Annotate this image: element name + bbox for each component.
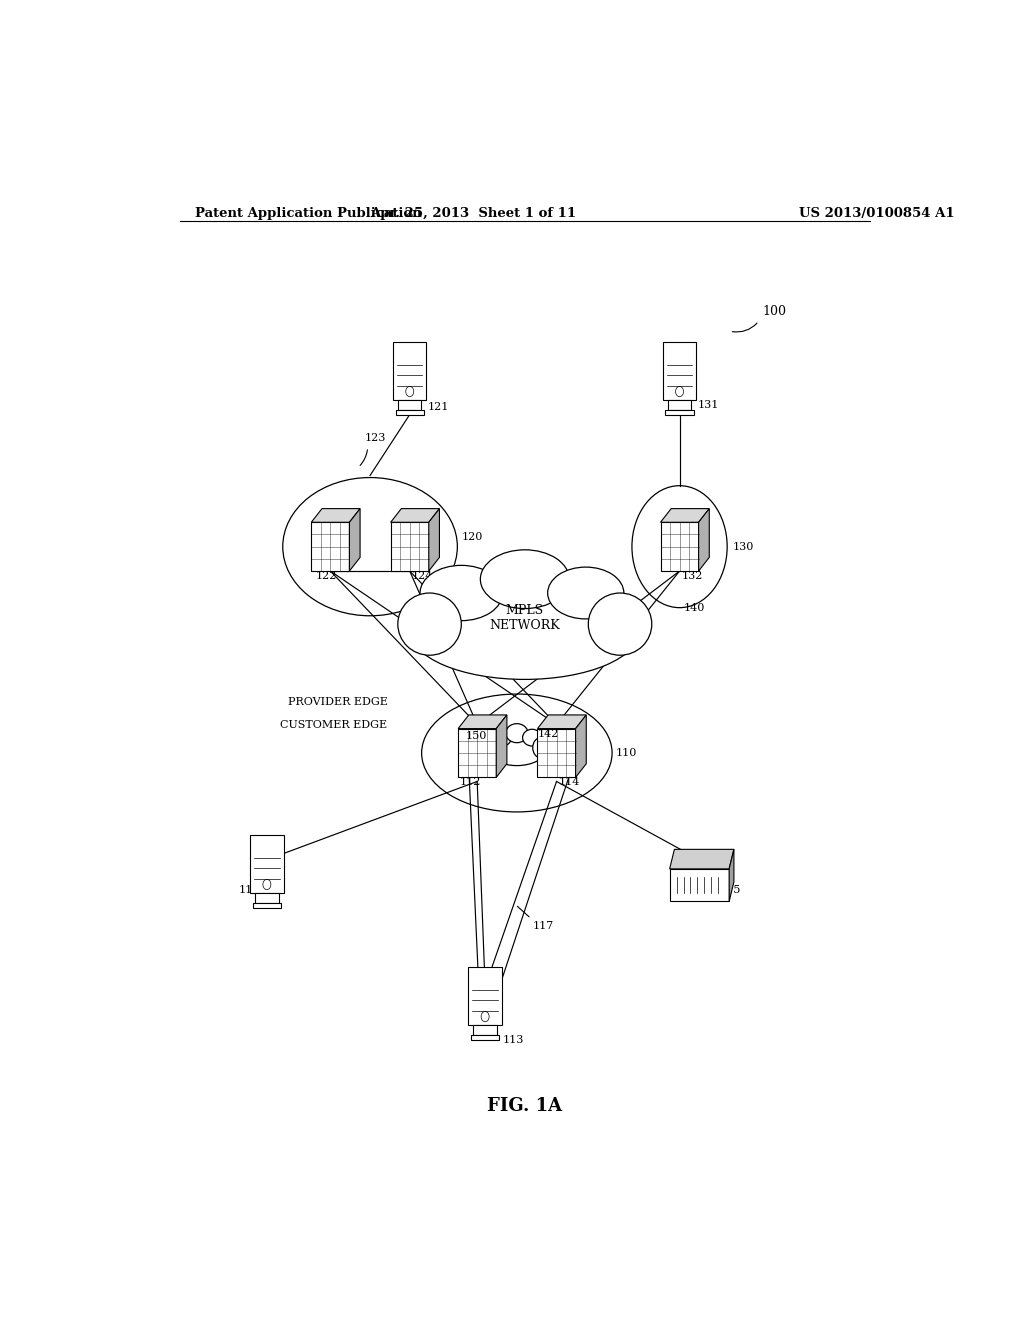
Text: US 2013/0100854 A1: US 2013/0100854 A1 bbox=[799, 207, 954, 220]
Text: 130: 130 bbox=[733, 541, 754, 552]
Text: 114: 114 bbox=[559, 777, 581, 788]
Polygon shape bbox=[538, 729, 575, 777]
Bar bbox=[393, 342, 426, 400]
Polygon shape bbox=[391, 523, 429, 572]
Bar bbox=[670, 869, 729, 902]
Bar bbox=[663, 342, 696, 400]
Text: MPLS
NETWORK: MPLS NETWORK bbox=[489, 603, 560, 632]
Text: Apr. 25, 2013  Sheet 1 of 11: Apr. 25, 2013 Sheet 1 of 11 bbox=[370, 207, 577, 220]
Text: 140: 140 bbox=[684, 603, 705, 612]
Bar bbox=[255, 894, 279, 903]
Bar bbox=[395, 411, 424, 414]
Bar bbox=[473, 1026, 497, 1035]
Ellipse shape bbox=[420, 565, 503, 620]
Ellipse shape bbox=[397, 593, 462, 655]
Text: 113: 113 bbox=[503, 1035, 524, 1044]
Polygon shape bbox=[391, 508, 439, 523]
Text: 124: 124 bbox=[412, 572, 433, 581]
Ellipse shape bbox=[588, 593, 651, 655]
Text: 123: 123 bbox=[365, 433, 386, 444]
Ellipse shape bbox=[548, 568, 624, 619]
Polygon shape bbox=[670, 849, 734, 869]
Bar bbox=[398, 400, 422, 411]
Bar bbox=[668, 400, 691, 411]
Text: PROVIDER EDGE: PROVIDER EDGE bbox=[289, 697, 388, 708]
Polygon shape bbox=[349, 508, 360, 572]
Polygon shape bbox=[538, 715, 587, 729]
Polygon shape bbox=[429, 508, 439, 572]
Text: 100: 100 bbox=[763, 305, 786, 318]
Text: 132: 132 bbox=[682, 572, 703, 581]
Ellipse shape bbox=[485, 738, 501, 758]
Ellipse shape bbox=[411, 582, 639, 680]
Bar bbox=[468, 966, 502, 1026]
Polygon shape bbox=[497, 715, 507, 777]
Ellipse shape bbox=[490, 729, 511, 747]
Polygon shape bbox=[458, 729, 497, 777]
Text: 110: 110 bbox=[616, 748, 637, 758]
Text: 111: 111 bbox=[240, 886, 260, 895]
Ellipse shape bbox=[480, 550, 569, 609]
Text: Patent Application Publication: Patent Application Publication bbox=[196, 207, 422, 220]
Polygon shape bbox=[660, 508, 710, 523]
Text: 120: 120 bbox=[461, 532, 482, 541]
Text: FIG. 1A: FIG. 1A bbox=[487, 1097, 562, 1114]
Text: 150: 150 bbox=[466, 731, 487, 741]
Ellipse shape bbox=[506, 723, 528, 743]
Polygon shape bbox=[660, 523, 698, 572]
Text: 117: 117 bbox=[532, 921, 554, 931]
Text: CUSTOMER EDGE: CUSTOMER EDGE bbox=[281, 719, 387, 730]
Ellipse shape bbox=[488, 734, 546, 766]
Text: 115: 115 bbox=[719, 886, 740, 895]
Polygon shape bbox=[729, 849, 734, 902]
Bar bbox=[253, 903, 281, 908]
Polygon shape bbox=[311, 508, 360, 523]
Polygon shape bbox=[458, 715, 507, 729]
Bar bbox=[666, 411, 693, 414]
Text: 112: 112 bbox=[460, 777, 481, 788]
Polygon shape bbox=[311, 523, 349, 572]
Ellipse shape bbox=[522, 729, 542, 746]
Ellipse shape bbox=[532, 738, 549, 758]
Polygon shape bbox=[575, 715, 587, 777]
Polygon shape bbox=[698, 508, 710, 572]
Text: 122: 122 bbox=[316, 572, 338, 581]
Bar bbox=[471, 1035, 500, 1040]
Text: 131: 131 bbox=[697, 400, 719, 411]
Text: 142: 142 bbox=[538, 729, 559, 739]
Text: 121: 121 bbox=[428, 403, 450, 412]
Bar bbox=[250, 834, 284, 894]
